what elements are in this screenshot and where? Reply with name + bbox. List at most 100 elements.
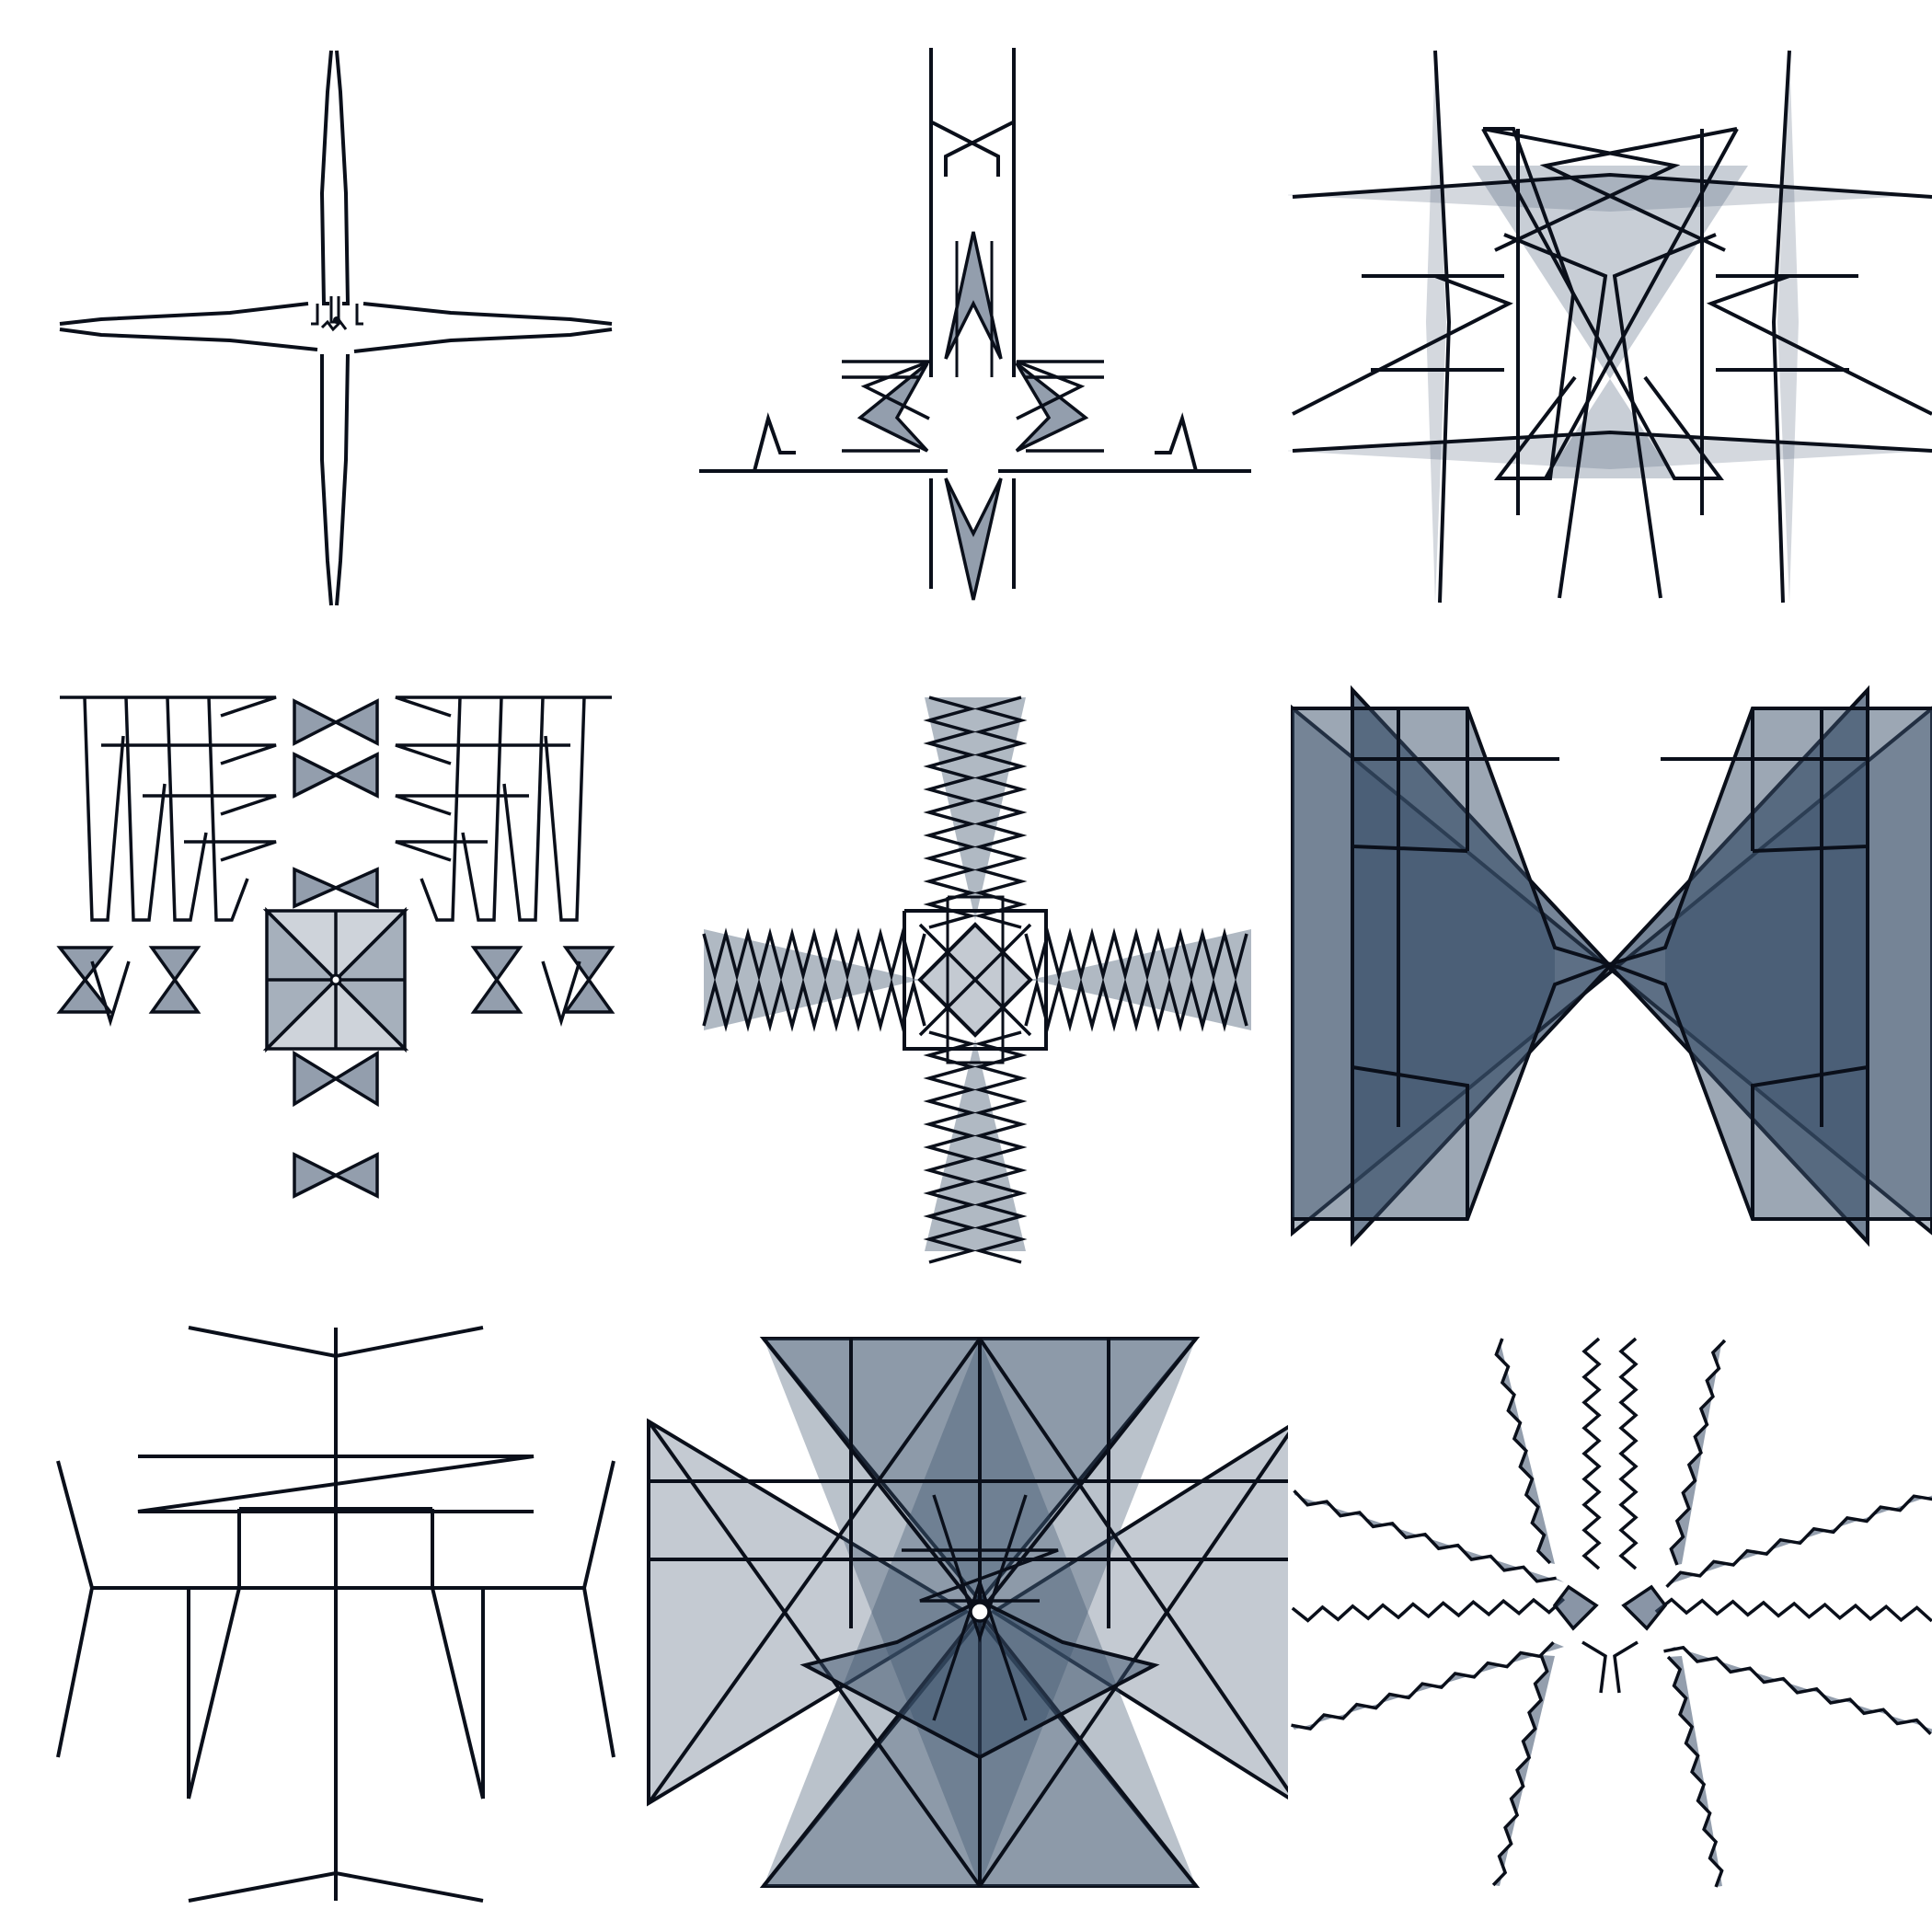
leg — [187, 1509, 241, 1800]
zigzag — [702, 927, 926, 982]
wing — [1293, 708, 1555, 1219]
ray-edge — [647, 1420, 982, 1888]
glyph-tile-6 — [1288, 644, 1932, 1288]
spike — [944, 477, 1003, 601]
dense-zigzag-cross-glyph — [702, 696, 1251, 1264]
bow — [293, 867, 379, 909]
tendril — [1291, 1640, 1555, 1731]
centre-ring — [969, 1601, 991, 1623]
centre-knot — [311, 304, 319, 326]
jag — [541, 960, 581, 1027]
bow — [293, 1050, 379, 1108]
blade-top — [335, 50, 351, 305]
zigzag — [923, 696, 977, 929]
bow — [293, 1152, 379, 1199]
centre-dot — [333, 316, 340, 324]
bar — [1706, 274, 1932, 416]
star-ray — [647, 1418, 970, 1807]
spike — [944, 231, 1003, 360]
spike-bar — [395, 696, 612, 718]
blade-left — [59, 328, 318, 351]
diagonal — [918, 923, 1032, 1037]
stem — [1654, 1597, 1932, 1623]
wing-edge — [842, 360, 930, 420]
zigzag — [923, 1030, 977, 1264]
jag — [90, 960, 131, 1027]
ray-edge — [647, 1337, 982, 1805]
bow — [293, 752, 379, 799]
bow — [56, 946, 114, 1014]
star-ray — [990, 1424, 1288, 1800]
spike-bar — [395, 743, 570, 765]
glyph-tile-7 — [0, 1288, 644, 1932]
edge — [1752, 773, 1869, 853]
glyph-tile-5 — [644, 644, 1288, 1288]
ray-edge — [978, 1432, 1288, 1888]
bow — [470, 946, 523, 1014]
star-burst-glyph — [647, 1337, 1288, 1888]
post — [1771, 50, 1791, 604]
inner-star — [902, 1548, 1059, 1603]
leg — [56, 1460, 95, 1758]
joint — [1581, 1640, 1607, 1694]
tendril — [1669, 1339, 1727, 1566]
glyph-tile-2 — [644, 0, 1288, 644]
lower-wing — [799, 1598, 1160, 1760]
zigzag — [973, 696, 1028, 929]
spiked-lattice-glyph — [56, 696, 615, 1199]
inner-box — [946, 895, 1005, 1064]
zigzag — [1024, 927, 1248, 982]
spike-bar — [60, 696, 277, 718]
tendril — [1663, 1645, 1932, 1736]
bowtie-cross-glyph — [1291, 684, 1932, 1248]
zigzag-cross-glyph — [699, 48, 1251, 601]
joint — [1613, 1640, 1639, 1694]
leg — [581, 1460, 615, 1758]
stem — [1291, 1597, 1565, 1623]
centre-knot — [320, 319, 348, 332]
bar — [1292, 274, 1513, 416]
inner-star — [932, 1494, 1028, 1643]
bar — [1292, 430, 1932, 453]
glyph-tile-3 — [1288, 0, 1932, 644]
spike-bar — [184, 840, 277, 862]
glyph-tile-8 — [644, 1288, 1288, 1932]
spike — [502, 696, 545, 922]
frame — [1539, 127, 1738, 252]
blade-right — [353, 328, 613, 353]
bar — [137, 1455, 535, 1513]
spike-bar — [395, 794, 529, 816]
band — [925, 697, 1026, 920]
frame — [1483, 127, 1577, 480]
spike-bar — [101, 743, 277, 765]
spike-bar — [395, 840, 488, 862]
blade — [1472, 166, 1748, 478]
edge — [1751, 1065, 1869, 1219]
tendril — [1293, 1489, 1557, 1583]
wing — [1665, 708, 1932, 1219]
edge — [1351, 1065, 1469, 1219]
wing — [1015, 362, 1089, 453]
spike-bar — [143, 794, 277, 816]
bow — [148, 946, 201, 1014]
post — [1433, 50, 1452, 604]
band — [1030, 929, 1251, 1030]
bar — [1292, 172, 1932, 199]
tendril — [1491, 1654, 1549, 1887]
wavy-cross-glyph — [1291, 1337, 1932, 1888]
node — [1621, 1584, 1668, 1631]
centre-dot — [329, 973, 342, 986]
arm — [188, 1326, 484, 1359]
edge — [1351, 773, 1468, 853]
blade — [1288, 175, 1932, 212]
tendril-fill — [1671, 1340, 1725, 1565]
spike — [461, 696, 503, 922]
zigzag — [973, 1030, 1028, 1264]
strut — [1503, 233, 1608, 599]
bow — [293, 698, 379, 746]
blade-top — [319, 50, 333, 305]
box — [903, 909, 1048, 1051]
tendril-fill — [1496, 1339, 1555, 1564]
glyph-tile-1 — [0, 0, 644, 644]
